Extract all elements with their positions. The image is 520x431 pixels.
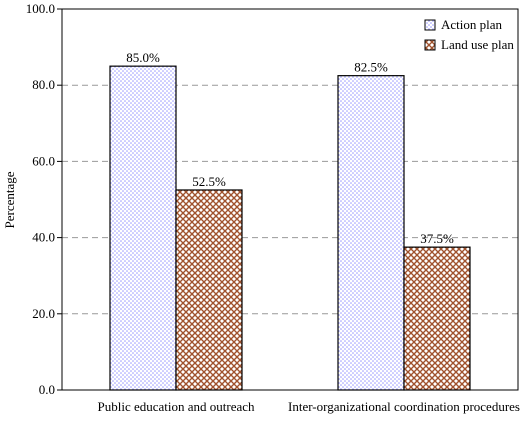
y-tick-label: 80.0 <box>32 77 55 92</box>
bar <box>175 189 243 391</box>
legend-swatch <box>424 39 436 51</box>
plot-frame <box>61 8 519 391</box>
bar <box>337 75 405 391</box>
legend-swatch <box>424 19 436 31</box>
y-axis-label: Percentage <box>2 171 17 228</box>
value-label: 85.0% <box>126 50 160 65</box>
value-label: 82.5% <box>354 60 388 75</box>
y-tick-label: 60.0 <box>32 153 55 168</box>
y-tick-label: 40.0 <box>32 230 55 245</box>
legend-label: Land use plan <box>441 37 514 52</box>
value-label: 37.5% <box>420 231 454 246</box>
y-tick-label: 100.0 <box>26 1 55 16</box>
x-tick-label: Public education and outreach <box>97 399 255 414</box>
x-tick-label: Inter-organizational coordination proced… <box>288 399 520 414</box>
legend-label: Action plan <box>441 17 503 32</box>
value-label: 52.5% <box>192 174 226 189</box>
y-tick-label: 20.0 <box>32 306 55 321</box>
y-tick-label: 0.0 <box>39 382 55 397</box>
bar <box>109 65 177 391</box>
bar <box>403 246 471 391</box>
